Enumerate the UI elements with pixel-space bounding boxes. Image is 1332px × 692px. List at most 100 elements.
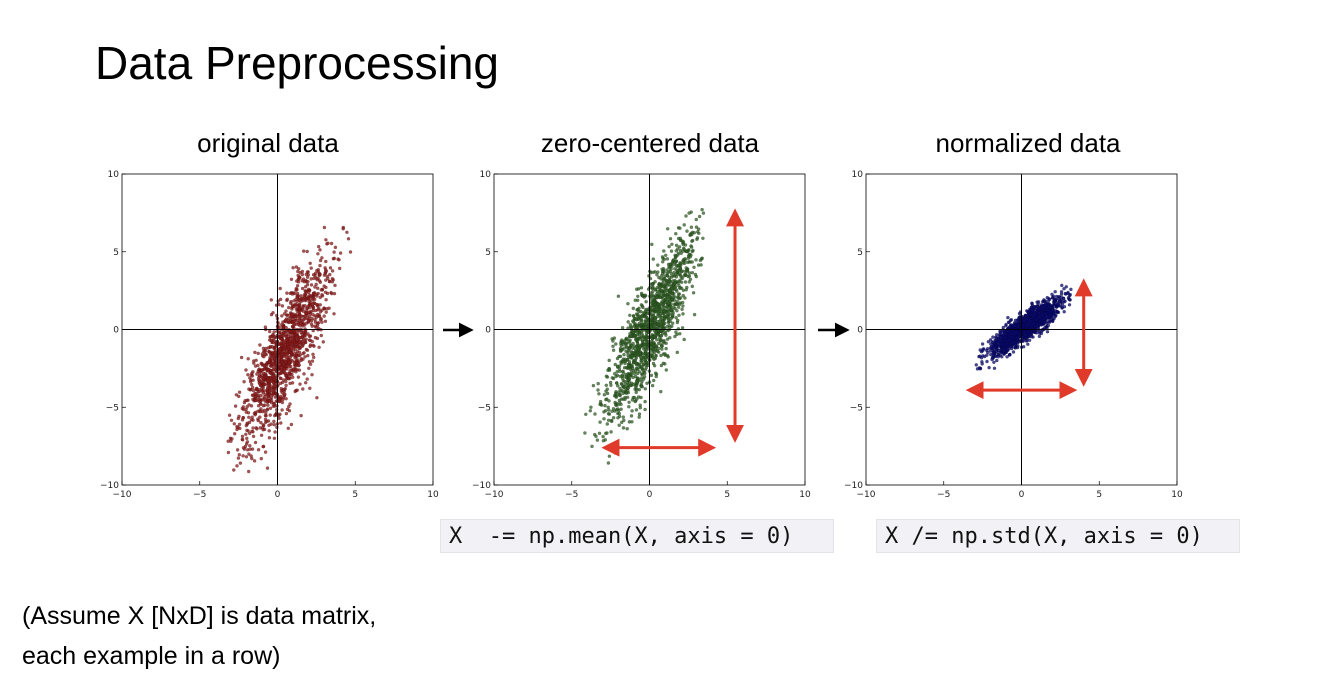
data-point <box>332 256 337 261</box>
data-point <box>275 425 279 430</box>
data-point <box>596 388 600 392</box>
data-point <box>662 309 666 314</box>
data-point <box>249 382 254 387</box>
data-point <box>674 259 679 264</box>
data-point <box>301 342 306 346</box>
data-point <box>674 231 678 236</box>
data-point <box>288 291 293 296</box>
data-point <box>604 431 608 436</box>
data-point <box>1050 309 1054 313</box>
y-tick-label: 5 <box>857 248 863 258</box>
data-point <box>687 280 692 284</box>
data-point <box>320 256 324 260</box>
data-point <box>664 279 669 283</box>
data-point <box>306 287 311 292</box>
data-point <box>311 312 315 317</box>
data-point <box>308 386 312 391</box>
x-tick-label: 10 <box>799 490 811 500</box>
data-point <box>310 359 315 363</box>
data-point <box>684 288 688 292</box>
data-point <box>237 390 242 394</box>
data-point <box>667 292 671 296</box>
data-point <box>1066 290 1070 295</box>
data-point <box>315 395 319 400</box>
data-point <box>624 391 629 395</box>
data-point <box>272 330 276 334</box>
data-point <box>637 314 641 318</box>
data-point <box>1045 329 1050 334</box>
data-point <box>617 364 622 368</box>
data-point <box>304 311 308 316</box>
data-point <box>1030 313 1034 317</box>
data-point <box>690 284 695 289</box>
data-point <box>659 334 664 338</box>
data-point <box>674 255 678 259</box>
data-point <box>1000 338 1004 343</box>
data-point <box>650 282 655 286</box>
data-point <box>635 380 639 384</box>
y-tick-label: −10 <box>844 481 863 491</box>
data-point <box>268 413 272 417</box>
data-point <box>269 335 273 339</box>
data-point <box>294 297 298 302</box>
data-point <box>280 400 285 405</box>
data-point <box>651 361 656 366</box>
data-point <box>316 276 320 280</box>
data-point <box>312 344 316 348</box>
data-point <box>248 387 253 392</box>
data-point <box>284 360 288 364</box>
data-point <box>673 267 677 271</box>
data-point <box>283 318 288 322</box>
data-point <box>303 303 307 308</box>
data-point <box>699 263 703 267</box>
data-point <box>258 402 263 406</box>
data-point <box>613 362 618 367</box>
data-point <box>1016 344 1020 348</box>
data-point <box>1011 350 1016 354</box>
data-point <box>318 248 322 252</box>
data-point <box>651 340 655 344</box>
data-point <box>667 282 671 287</box>
data-point <box>1022 319 1026 323</box>
data-point <box>597 431 602 436</box>
data-point <box>1050 319 1055 324</box>
data-point <box>654 353 658 358</box>
data-point <box>281 320 285 324</box>
y-tick-label: 0 <box>857 326 863 336</box>
data-point <box>289 277 294 282</box>
data-point <box>262 395 267 399</box>
data-point <box>255 372 259 376</box>
data-point <box>262 354 266 359</box>
data-point <box>631 341 635 346</box>
data-point <box>252 459 257 463</box>
data-point <box>258 343 262 347</box>
data-point <box>656 332 661 337</box>
data-point <box>288 354 293 359</box>
data-point <box>307 299 311 304</box>
data-point <box>245 398 249 403</box>
data-point <box>635 397 639 401</box>
data-point <box>273 345 278 350</box>
data-point <box>242 400 247 405</box>
data-point <box>269 395 274 400</box>
data-point <box>337 266 342 271</box>
data-point <box>1025 338 1029 343</box>
data-point <box>1004 342 1009 347</box>
data-point <box>239 355 244 360</box>
data-point <box>329 291 334 296</box>
data-point <box>263 420 268 425</box>
data-point <box>272 436 277 441</box>
data-point <box>306 353 310 358</box>
data-point <box>643 351 648 356</box>
data-point <box>628 313 632 318</box>
data-point <box>660 289 664 293</box>
y-tick-label: 5 <box>485 248 491 258</box>
data-point <box>695 236 700 240</box>
data-point <box>605 387 610 391</box>
data-point <box>1040 311 1045 316</box>
data-point <box>656 311 661 316</box>
data-point <box>299 413 303 418</box>
data-point <box>667 244 671 249</box>
data-point <box>623 397 627 401</box>
data-point <box>619 397 624 401</box>
